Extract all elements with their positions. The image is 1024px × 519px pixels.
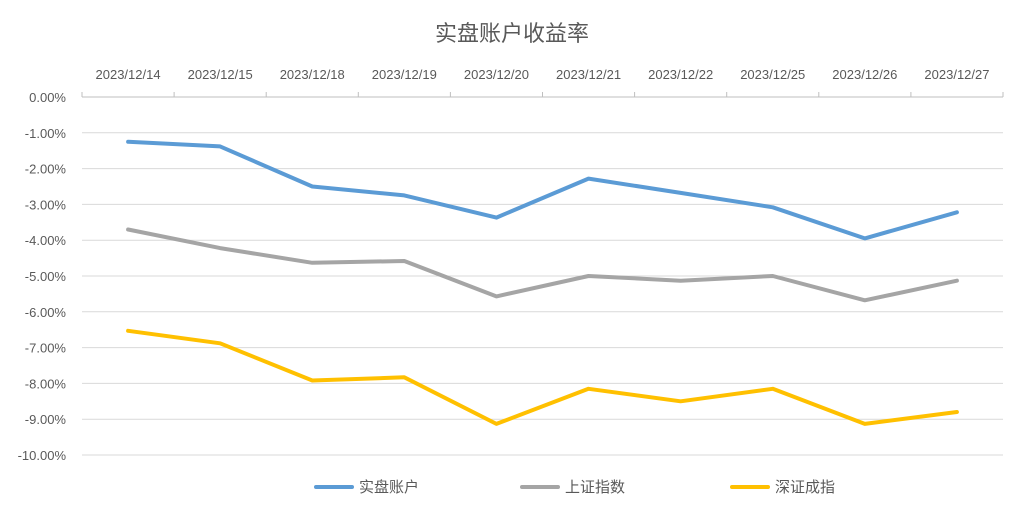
x-tick-label: 2023/12/25 [740, 67, 805, 82]
y-tick-label: -8.00% [25, 376, 67, 391]
y-axis-ticks: 0.00% -1.00% -2.00% -3.00% -4.00% -5.00% -6.00… [18, 90, 67, 463]
y-tick-label: -9.00% [25, 412, 67, 427]
x-tick-label: 2023/12/27 [924, 67, 989, 82]
series-line [126, 139, 959, 241]
legend: 实盘账户 上证指数 深证成指 [314, 478, 835, 496]
y-tick-label: -3.00% [25, 197, 67, 212]
chart-title: 实盘账户收益率 [435, 22, 589, 47]
x-tick-label: 2023/12/19 [372, 67, 437, 82]
y-tick-label: -10.00% [18, 448, 67, 463]
x-tick-label: 2023/12/15 [188, 67, 253, 82]
x-tick-label: 2023/12/22 [648, 67, 713, 82]
y-tick-label: -4.00% [25, 233, 67, 248]
y-tick-label: -2.00% [25, 162, 67, 177]
y-tick-label: -6.00% [25, 305, 67, 320]
y-tick-label: -7.00% [25, 341, 67, 356]
legend-label: 实盘账户 [359, 478, 419, 496]
series-line [126, 328, 959, 426]
series-line [126, 227, 959, 303]
legend-label: 上证指数 [565, 479, 625, 496]
y-tick-label: -1.00% [25, 126, 67, 141]
legend-label: 深证成指 [775, 479, 835, 496]
x-axis-ticks: 2023/12/14 2023/12/15 2023/12/18 2023/12/19… [96, 67, 990, 82]
x-tick-label: 2023/12/26 [832, 67, 897, 82]
x-tick-label: 2023/12/18 [280, 67, 345, 82]
y-tick-label: 0.00% [29, 90, 66, 105]
x-tick-label: 2023/12/20 [464, 67, 529, 82]
x-tick-label: 2023/12/21 [556, 67, 621, 82]
x-tick-label: 2023/12/14 [96, 67, 161, 82]
x-axis [81, 92, 1004, 98]
series-lines [126, 139, 959, 426]
y-tick-label: -5.00% [25, 269, 67, 284]
